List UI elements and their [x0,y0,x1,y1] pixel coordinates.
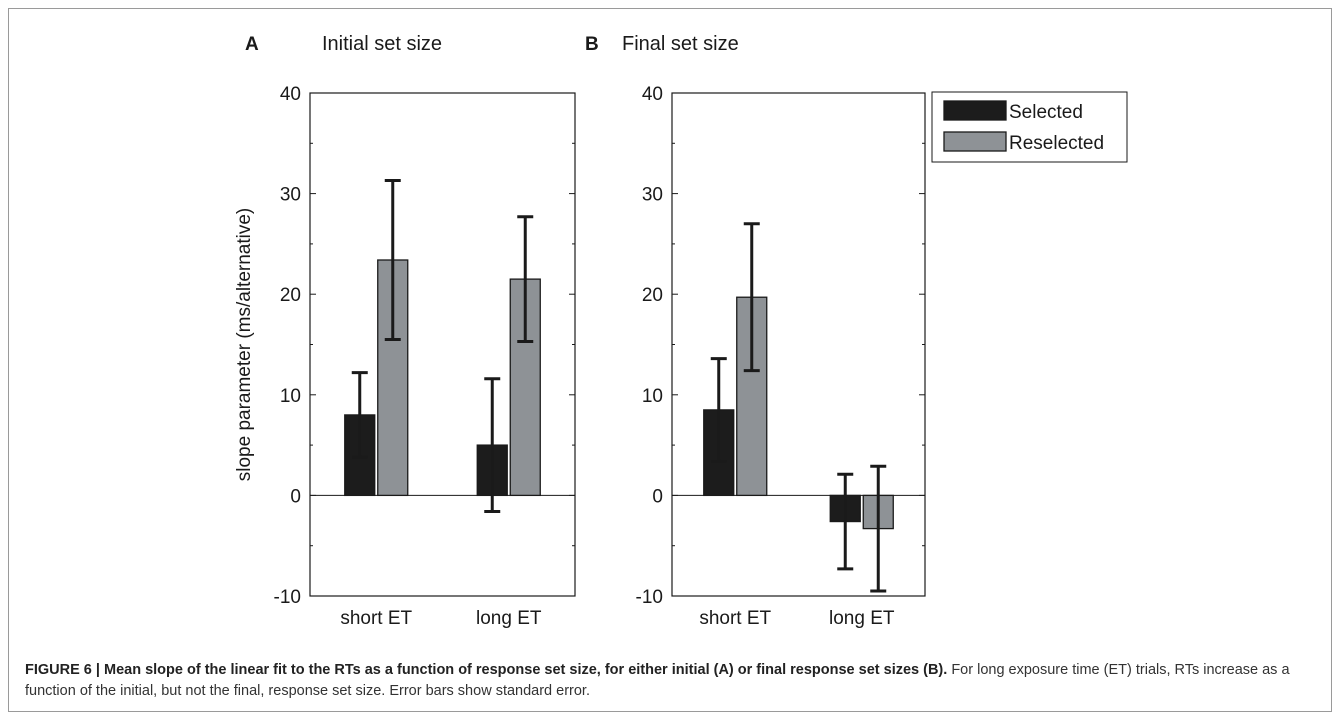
panel-a-ylabel: slope parameter (ms/alternative) [234,208,255,482]
panel-a-letter: A [245,34,259,55]
panel-b-ytick-label: 10 [642,386,663,407]
panel-a-category-label: long ET [476,608,542,629]
caption-title: FIGURE 6 | Mean slope of the linear fit … [25,662,948,678]
panel-b-ytick-label: 0 [652,486,663,507]
panel-b-ytick-label: 30 [642,185,663,206]
panel-a-title: Initial set size [322,33,442,55]
panel-a-ytick-label: 10 [280,386,301,407]
panel-b-ytick-label: 20 [642,285,663,306]
panel-a-ytick-label: 40 [280,84,301,105]
legend-swatch-reselected [943,131,1007,152]
figure-frame [8,8,1332,712]
panel-a-ytick-label: -10 [274,587,301,608]
legend-swatch-selected [943,100,1007,121]
panel-b-category-label: long ET [829,608,895,629]
panel-a-ytick-label: 20 [280,285,301,306]
panel-b-letter: B [585,34,599,55]
panel-b-ytick-label: 40 [642,84,663,105]
figure-caption: FIGURE 6 | Mean slope of the linear fit … [25,660,1315,702]
panel-b-ytick-label: -10 [636,587,663,608]
panel-b-category-label: short ET [699,608,771,629]
caption-text: For long exposure time (ET) trials, RTs … [25,662,1290,699]
panel-a-bar-reselected-0 [377,259,409,497]
panel-a-ytick-label: 30 [280,185,301,206]
panel-a-category-label: short ET [340,608,412,629]
panel-a-ytick-label: 0 [290,486,301,507]
panel-b-title: Final set size [622,33,739,55]
legend-label-reselected: Reselected [1009,133,1104,154]
legend-label-selected: Selected [1009,102,1083,123]
figure-canvas: A Initial set size -10 0 10 20 30 40 slope param… [234,33,1128,629]
